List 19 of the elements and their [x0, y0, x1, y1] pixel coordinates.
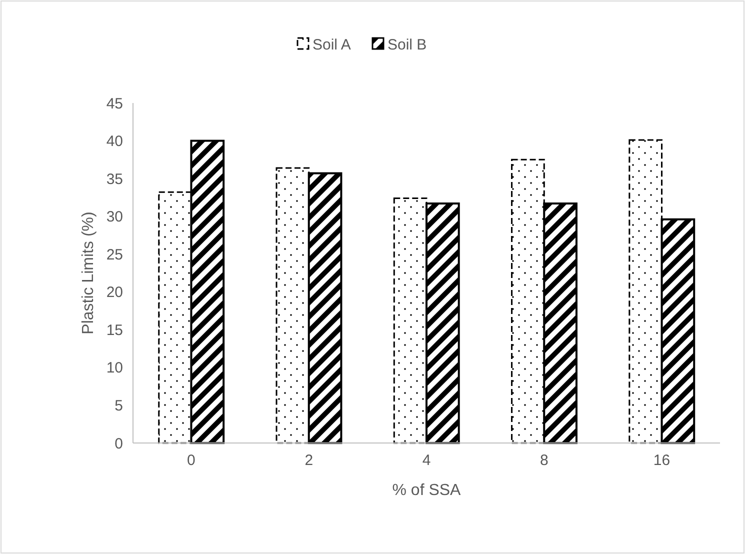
y-tick-label: 40	[106, 133, 123, 150]
x-axis-title: % of SSA	[392, 482, 462, 499]
y-tick-label: 15	[106, 322, 123, 339]
x-tick-label: 0	[187, 452, 196, 469]
y-tick-label: 25	[106, 246, 123, 264]
x-tick-label: 8	[540, 452, 548, 469]
y-tick-label: 30	[106, 208, 123, 226]
y-tick-label: 45	[106, 95, 123, 112]
y-axis-title: Plastic Limits (%)	[80, 212, 97, 334]
y-tick-label: 0	[114, 435, 123, 452]
y-tick-label: 5	[114, 397, 123, 414]
legend-label: Soil A	[312, 36, 351, 54]
x-tick-label: 16	[653, 452, 670, 469]
y-tick-label: 35	[106, 170, 123, 188]
legend-label: Soil B	[388, 36, 427, 54]
x-tick-label: 2	[304, 452, 314, 469]
y-tick-label: 20	[106, 284, 123, 302]
y-tick-label: 10	[106, 360, 123, 377]
x-tick-label: 4	[422, 452, 431, 469]
